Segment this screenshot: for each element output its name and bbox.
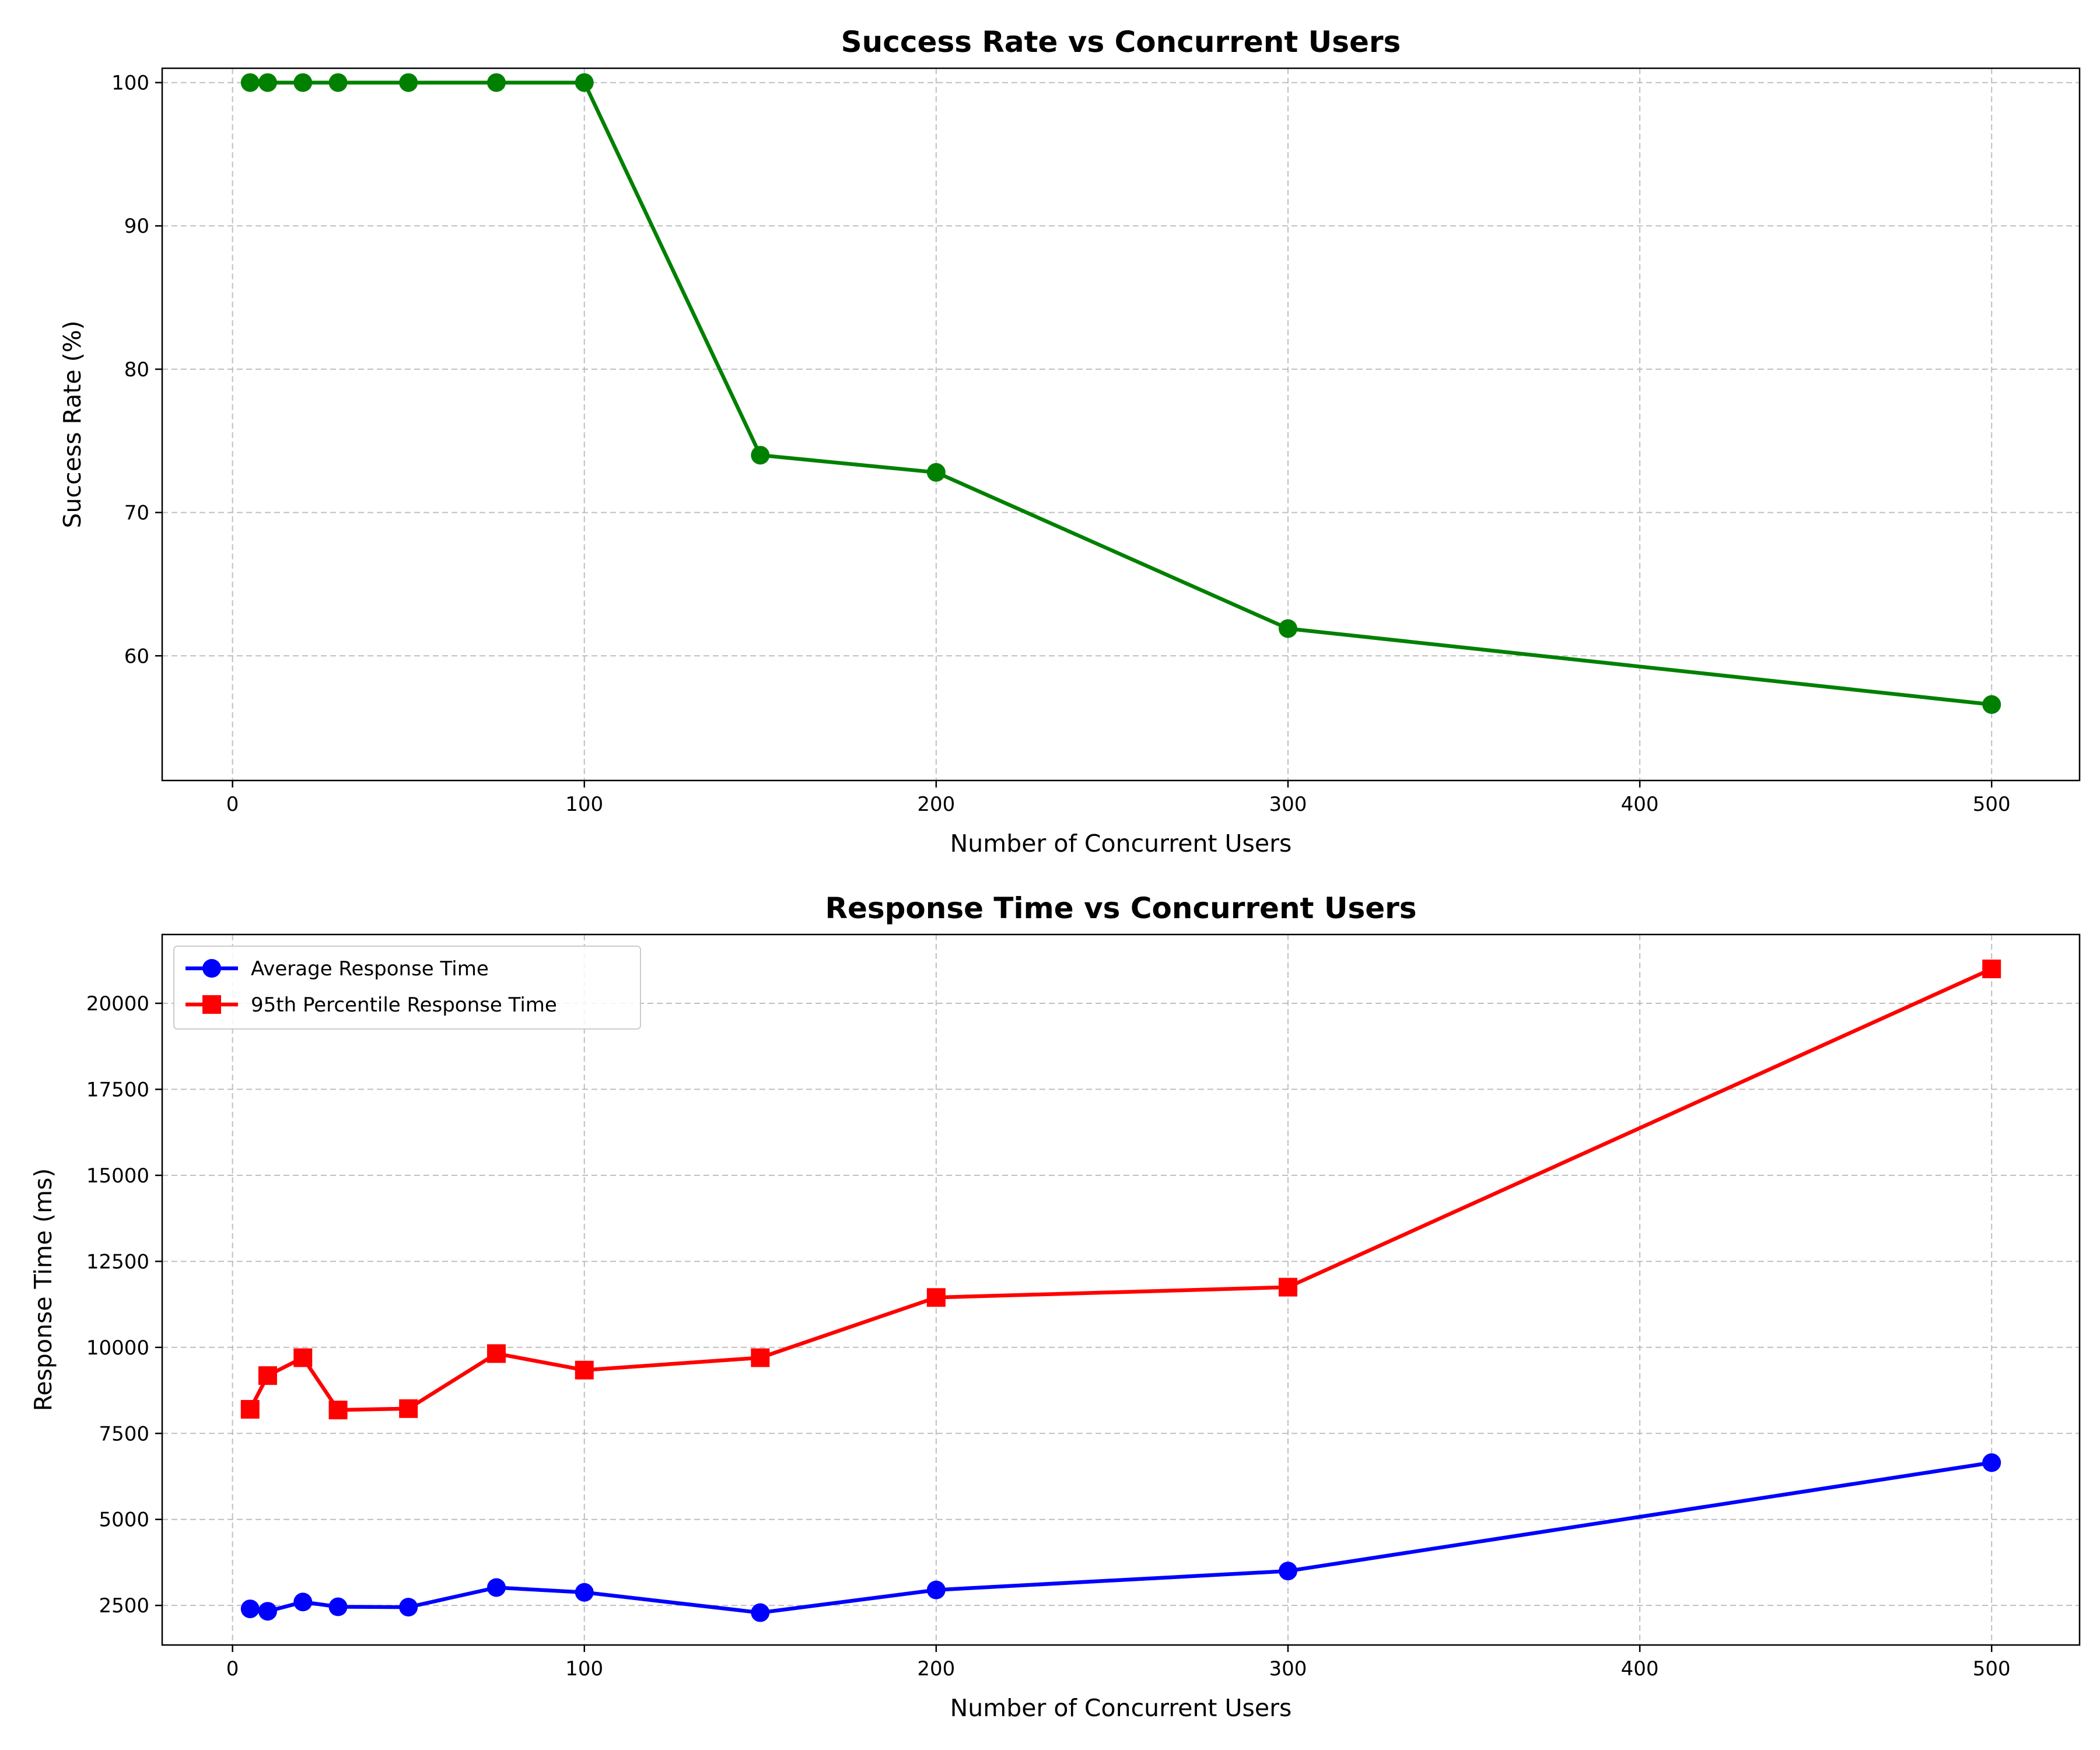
y-tick-label: 7500 — [99, 1422, 149, 1446]
data-point — [751, 1603, 770, 1622]
data-point — [240, 1399, 260, 1419]
plot-frame — [161, 933, 2081, 1646]
x-tick-label: 300 — [1269, 793, 1307, 816]
y-tick-label: 100 — [111, 72, 149, 95]
data-point — [751, 1348, 770, 1367]
series-layer — [240, 73, 2001, 714]
data-point — [328, 73, 348, 92]
y-tick-label: 12500 — [86, 1250, 149, 1273]
chart-title: Response Time vs Concurrent Users — [825, 891, 1416, 925]
data-point — [293, 73, 313, 92]
data-point — [258, 1366, 277, 1385]
y-tick-label: 2500 — [99, 1594, 149, 1618]
y-tick-label: 60 — [124, 645, 149, 668]
success-rate-chart: 0 100 200 300 400 500 60 70 80 90 100 Success Rate… — [58, 25, 2081, 858]
x-tick-label: 300 — [1269, 1657, 1307, 1681]
data-point — [293, 1592, 313, 1612]
x-tick-label: 400 — [1621, 793, 1659, 816]
data-point — [926, 1288, 946, 1307]
x-axis-label: Number of Concurrent Users — [950, 1694, 1292, 1722]
data-point — [1982, 1453, 2001, 1472]
x-tick-label: 0 — [226, 1657, 239, 1681]
x-tick-label: 100 — [565, 793, 603, 816]
tick-layer: 0 100 200 300 400 500 2500 5000 7500 10000 12500 15… — [86, 992, 2011, 1681]
data-point — [1982, 695, 2001, 714]
legend-frame — [173, 946, 641, 1030]
chart-title: Success Rate vs Concurrent Users — [841, 25, 1401, 59]
response-time-chart: 0 100 200 300 400 500 2500 5000 7500 10000 12500 15… — [29, 891, 2081, 1722]
series-0 — [240, 1453, 2001, 1622]
data-point — [575, 1360, 594, 1380]
data-point — [240, 1600, 260, 1619]
data-point — [1278, 1278, 1297, 1297]
x-tick-label: 400 — [1621, 1657, 1659, 1681]
x-tick-label: 500 — [1973, 793, 2011, 816]
legend: Average Response Time 95th Percentile Re… — [173, 946, 641, 1030]
tick-layer: 0 100 200 300 400 500 60 70 80 90 100 — [111, 72, 2011, 816]
data-point — [258, 1602, 277, 1621]
data-point — [399, 73, 418, 92]
y-tick-label: 90 — [124, 215, 149, 238]
data-point — [328, 1597, 348, 1616]
x-tick-label: 500 — [1973, 1657, 2011, 1681]
y-tick-label: 15000 — [86, 1164, 149, 1188]
y-tick-label: 5000 — [99, 1508, 149, 1532]
data-point — [240, 73, 260, 92]
grid-lines — [162, 68, 2080, 780]
data-point — [1278, 619, 1297, 638]
x-tick-label: 0 — [226, 793, 239, 816]
plot-frame — [161, 67, 2081, 782]
y-axis-label: Response Time (ms) — [29, 1168, 57, 1412]
data-point — [399, 1598, 418, 1617]
data-point — [926, 1580, 946, 1600]
data-point — [487, 73, 506, 92]
data-point — [487, 1344, 506, 1363]
grid-lines — [162, 935, 2080, 1645]
data-point — [293, 1348, 313, 1367]
legend-marker-average — [202, 959, 221, 978]
x-tick-label: 200 — [917, 793, 955, 816]
data-point — [575, 1583, 594, 1602]
data-point — [751, 446, 770, 465]
x-tick-label: 100 — [565, 1657, 603, 1681]
y-tick-label: 80 — [124, 358, 149, 382]
legend-label-95th-percentile: 95th Percentile Response Time — [251, 993, 557, 1017]
data-point — [1982, 959, 2001, 978]
legend-entry-average: Average Response Time — [186, 957, 489, 981]
y-tick-label: 70 — [124, 502, 149, 525]
data-point — [926, 463, 946, 482]
y-axis-label: Success Rate (%) — [58, 320, 86, 528]
legend-label-average: Average Response Time — [251, 957, 489, 981]
series-1 — [240, 959, 2001, 1420]
legend-marker-95th-percentile — [202, 995, 221, 1014]
data-point — [258, 73, 277, 92]
y-tick-label: 20000 — [86, 992, 149, 1016]
series-0 — [240, 73, 2001, 714]
x-axis-label: Number of Concurrent Users — [950, 830, 1292, 858]
data-point — [399, 1399, 418, 1418]
data-point — [487, 1578, 506, 1597]
legend-entry-95th-percentile: 95th Percentile Response Time — [186, 993, 557, 1017]
data-point — [575, 73, 594, 92]
series-layer — [240, 959, 2001, 1622]
x-tick-label: 200 — [917, 1657, 955, 1681]
y-tick-label: 10000 — [86, 1336, 149, 1360]
data-point — [328, 1401, 348, 1420]
y-tick-label: 17500 — [86, 1078, 149, 1101]
data-point — [1278, 1562, 1297, 1581]
